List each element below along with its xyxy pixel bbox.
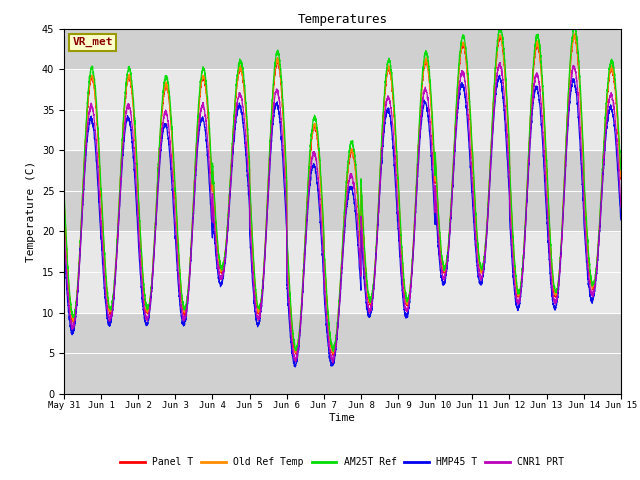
Bar	[64, 231, 621, 312]
X-axis label: Time: Time	[329, 413, 356, 423]
Bar	[64, 312, 621, 394]
Title: Temperatures: Temperatures	[298, 13, 387, 26]
Text: VR_met: VR_met	[72, 37, 113, 48]
Y-axis label: Temperature (C): Temperature (C)	[26, 161, 36, 262]
Bar	[64, 150, 621, 231]
Bar	[64, 69, 621, 150]
Legend: Panel T, Old Ref Temp, AM25T Ref, HMP45 T, CNR1 PRT: Panel T, Old Ref Temp, AM25T Ref, HMP45 …	[116, 453, 568, 471]
Bar	[64, 0, 621, 69]
